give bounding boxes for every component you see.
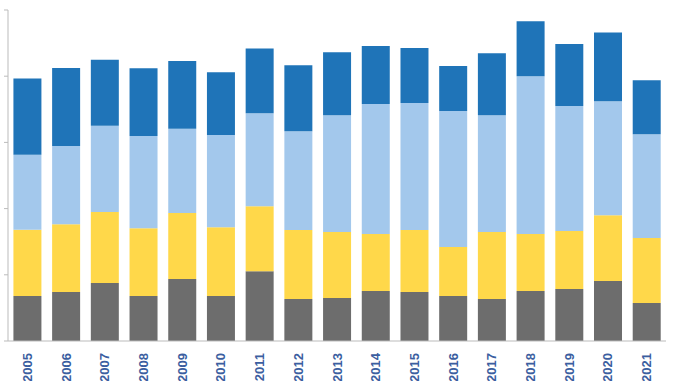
svg-text:2020: 2020 (600, 353, 615, 381)
svg-text:2021: 2021 (639, 353, 654, 381)
svg-text:2006: 2006 (59, 353, 74, 381)
svg-text:2005: 2005 (20, 353, 35, 381)
svg-text:2018: 2018 (523, 353, 538, 381)
svg-text:2016: 2016 (446, 353, 461, 381)
svg-text:2014: 2014 (368, 352, 383, 381)
svg-text:2008: 2008 (136, 353, 151, 381)
svg-text:2009: 2009 (175, 353, 190, 381)
svg-text:2007: 2007 (97, 353, 112, 381)
svg-text:2010: 2010 (213, 353, 228, 381)
svg-text:2013: 2013 (330, 353, 345, 381)
svg-text:2017: 2017 (484, 353, 499, 381)
svg-text:2019: 2019 (562, 353, 577, 381)
svg-text:2015: 2015 (407, 353, 422, 381)
svg-text:2012: 2012 (291, 353, 306, 381)
svg-text:2011: 2011 (252, 353, 267, 381)
